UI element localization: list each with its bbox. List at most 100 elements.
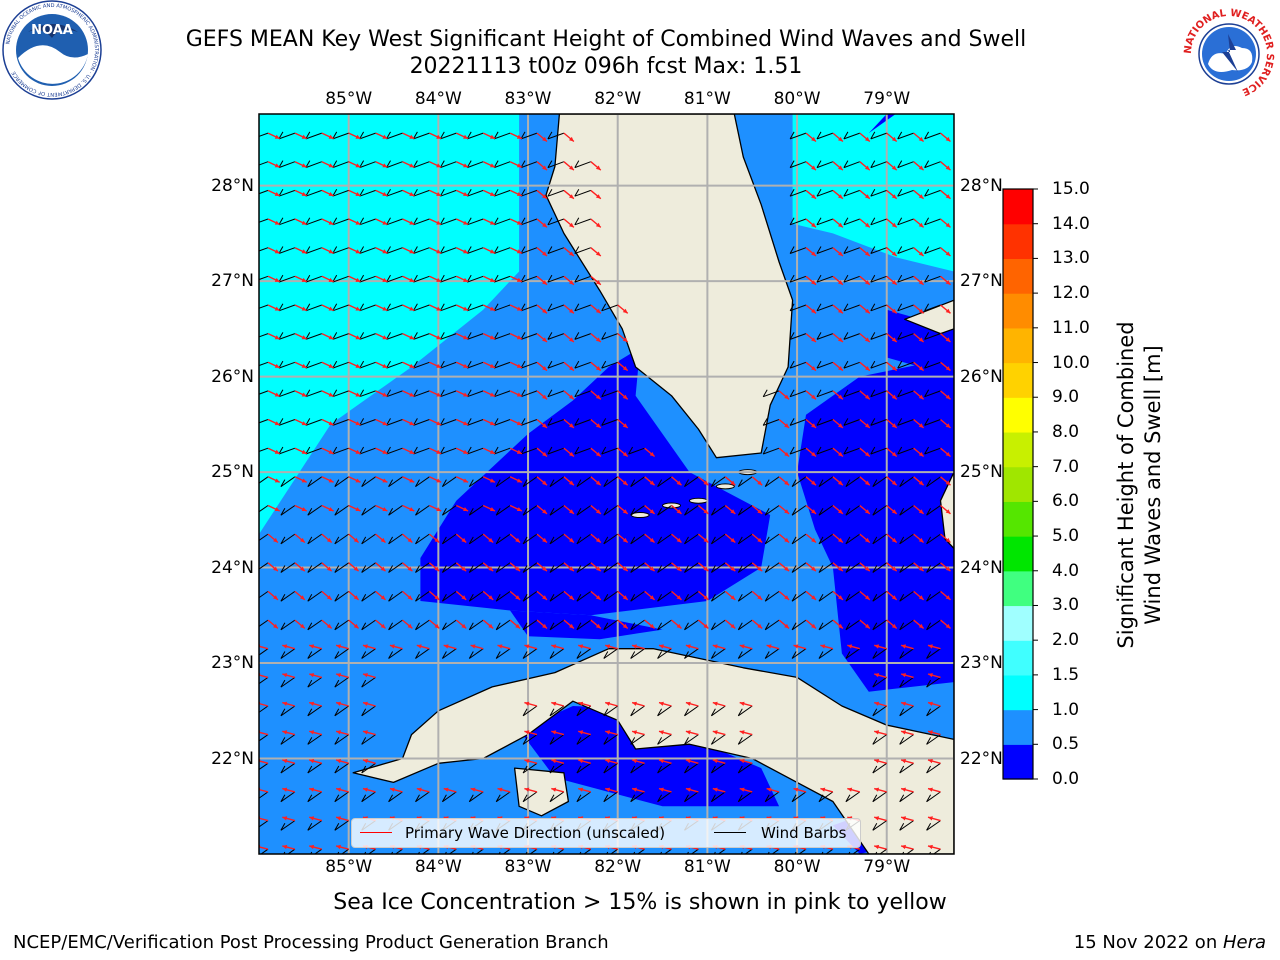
wind-barb-flag (574, 418, 580, 426)
wind-barb (630, 505, 645, 516)
wind-barb (259, 533, 269, 542)
wave-arrow-head (328, 335, 334, 340)
wave-arrow-head (355, 449, 361, 454)
wave-arrow-head (274, 163, 280, 168)
wind-barb-flag (657, 565, 663, 573)
wave-arrow-head (282, 759, 288, 764)
wave-arrow-head (409, 306, 415, 311)
wind-barb (870, 419, 887, 426)
wave-arrow-head (595, 366, 601, 371)
wave-arrow-head (784, 537, 790, 543)
wind-barb (413, 275, 430, 283)
wave-arrow-head (353, 595, 359, 600)
wave-arrow-head (328, 421, 334, 426)
wind-barb-flag (789, 389, 795, 397)
lon-tick-label-bottom: 81°W (683, 857, 731, 877)
wave-arrow-head (490, 277, 495, 282)
wind-barb (522, 762, 538, 774)
wind-barb (259, 132, 269, 137)
wind-barb-flag (789, 360, 795, 369)
wind-barb (763, 447, 780, 455)
wave-arrow-head (463, 306, 469, 311)
wave-arrow-head (676, 480, 682, 486)
wind-barb-flag (334, 622, 340, 631)
wave-arrow-head (874, 673, 880, 678)
wind-barb-flag (280, 651, 286, 659)
wind-barb (386, 304, 403, 312)
wind-barb (549, 619, 565, 631)
wind-barb (413, 304, 430, 312)
wave-arrow-head (918, 423, 924, 428)
wave-arrow-head (551, 787, 557, 792)
wave-arrow-head (436, 363, 442, 368)
lat-tick-label-left: 27°N (211, 271, 254, 292)
wave-arrow-head (685, 644, 691, 649)
wave-arrow-head (409, 335, 415, 340)
wave-arrow-head (463, 277, 469, 282)
wind-barb (520, 447, 538, 455)
wind-barb (816, 189, 834, 197)
wave-arrow-head (838, 394, 843, 400)
wave-arrow-head (918, 280, 924, 285)
wind-barb (359, 247, 376, 254)
wind-barb (816, 132, 834, 140)
wave-arrow-head (542, 337, 547, 342)
wave-arrow-head (516, 277, 522, 282)
wind-barb-flag (899, 536, 905, 545)
wind-barb-flag (737, 507, 743, 516)
wave-arrow-head (380, 537, 386, 543)
wind-barb (278, 247, 296, 254)
wind-barb (574, 447, 591, 455)
wind-barb (932, 848, 941, 854)
wave-arrow-head (309, 673, 315, 678)
wave-arrow-head (409, 421, 415, 426)
wave-arrow-head (363, 673, 368, 678)
wind-barb (278, 161, 296, 169)
wind-barb (493, 419, 511, 426)
wind-barb-flag (762, 446, 768, 455)
wave-arrow-head (328, 220, 334, 225)
wind-barb-flag (574, 274, 580, 283)
wave-direction-arrow (259, 760, 269, 764)
wind-barb (789, 304, 807, 312)
wind-barb-flag (254, 852, 258, 859)
wave-arrow-head (874, 787, 880, 792)
wave-arrow-head (901, 816, 906, 821)
wave-arrow-head (595, 251, 601, 256)
wind-barb-flag (254, 737, 258, 744)
wind-barb (843, 275, 860, 283)
wave-arrow-head (945, 251, 951, 256)
wind-barb-flag (818, 593, 824, 602)
wind-barb (843, 447, 860, 455)
wave-arrow-head (676, 566, 682, 572)
wind-barb (467, 247, 484, 254)
wave-arrow-head (282, 673, 288, 678)
wind-barb-flag (547, 246, 553, 254)
wind-barb (495, 505, 511, 516)
wind-barb (388, 533, 403, 545)
wave-arrow-head (382, 363, 388, 368)
wind-barb (305, 275, 322, 283)
lat-tick-label-right: 23°N (960, 653, 1003, 674)
wind-barb-flag (252, 447, 256, 454)
wind-barb-flag (630, 765, 636, 774)
wind-barb-flag (818, 651, 824, 659)
wind-barb (630, 619, 645, 631)
wind-barb (493, 390, 511, 398)
wind-barb-flag (630, 794, 636, 802)
wave-arrow-head (515, 566, 521, 572)
wind-barb (287, 848, 296, 854)
wind-barb-flag (657, 622, 663, 631)
wave-arrow-head (382, 220, 388, 225)
wave-arrow-head (757, 595, 763, 600)
wind-barb (413, 447, 430, 455)
height-0.0-0.5-area (519, 706, 780, 807)
wind-barb-flag (280, 536, 286, 545)
wave-arrow-head (622, 452, 628, 457)
wave-arrow-head (516, 249, 522, 254)
wind-barb-flag (280, 765, 286, 774)
wind-barb-flag (926, 823, 932, 831)
wind-barb (307, 648, 323, 659)
wave-arrow-head (569, 480, 574, 486)
wind-barb (872, 762, 887, 774)
